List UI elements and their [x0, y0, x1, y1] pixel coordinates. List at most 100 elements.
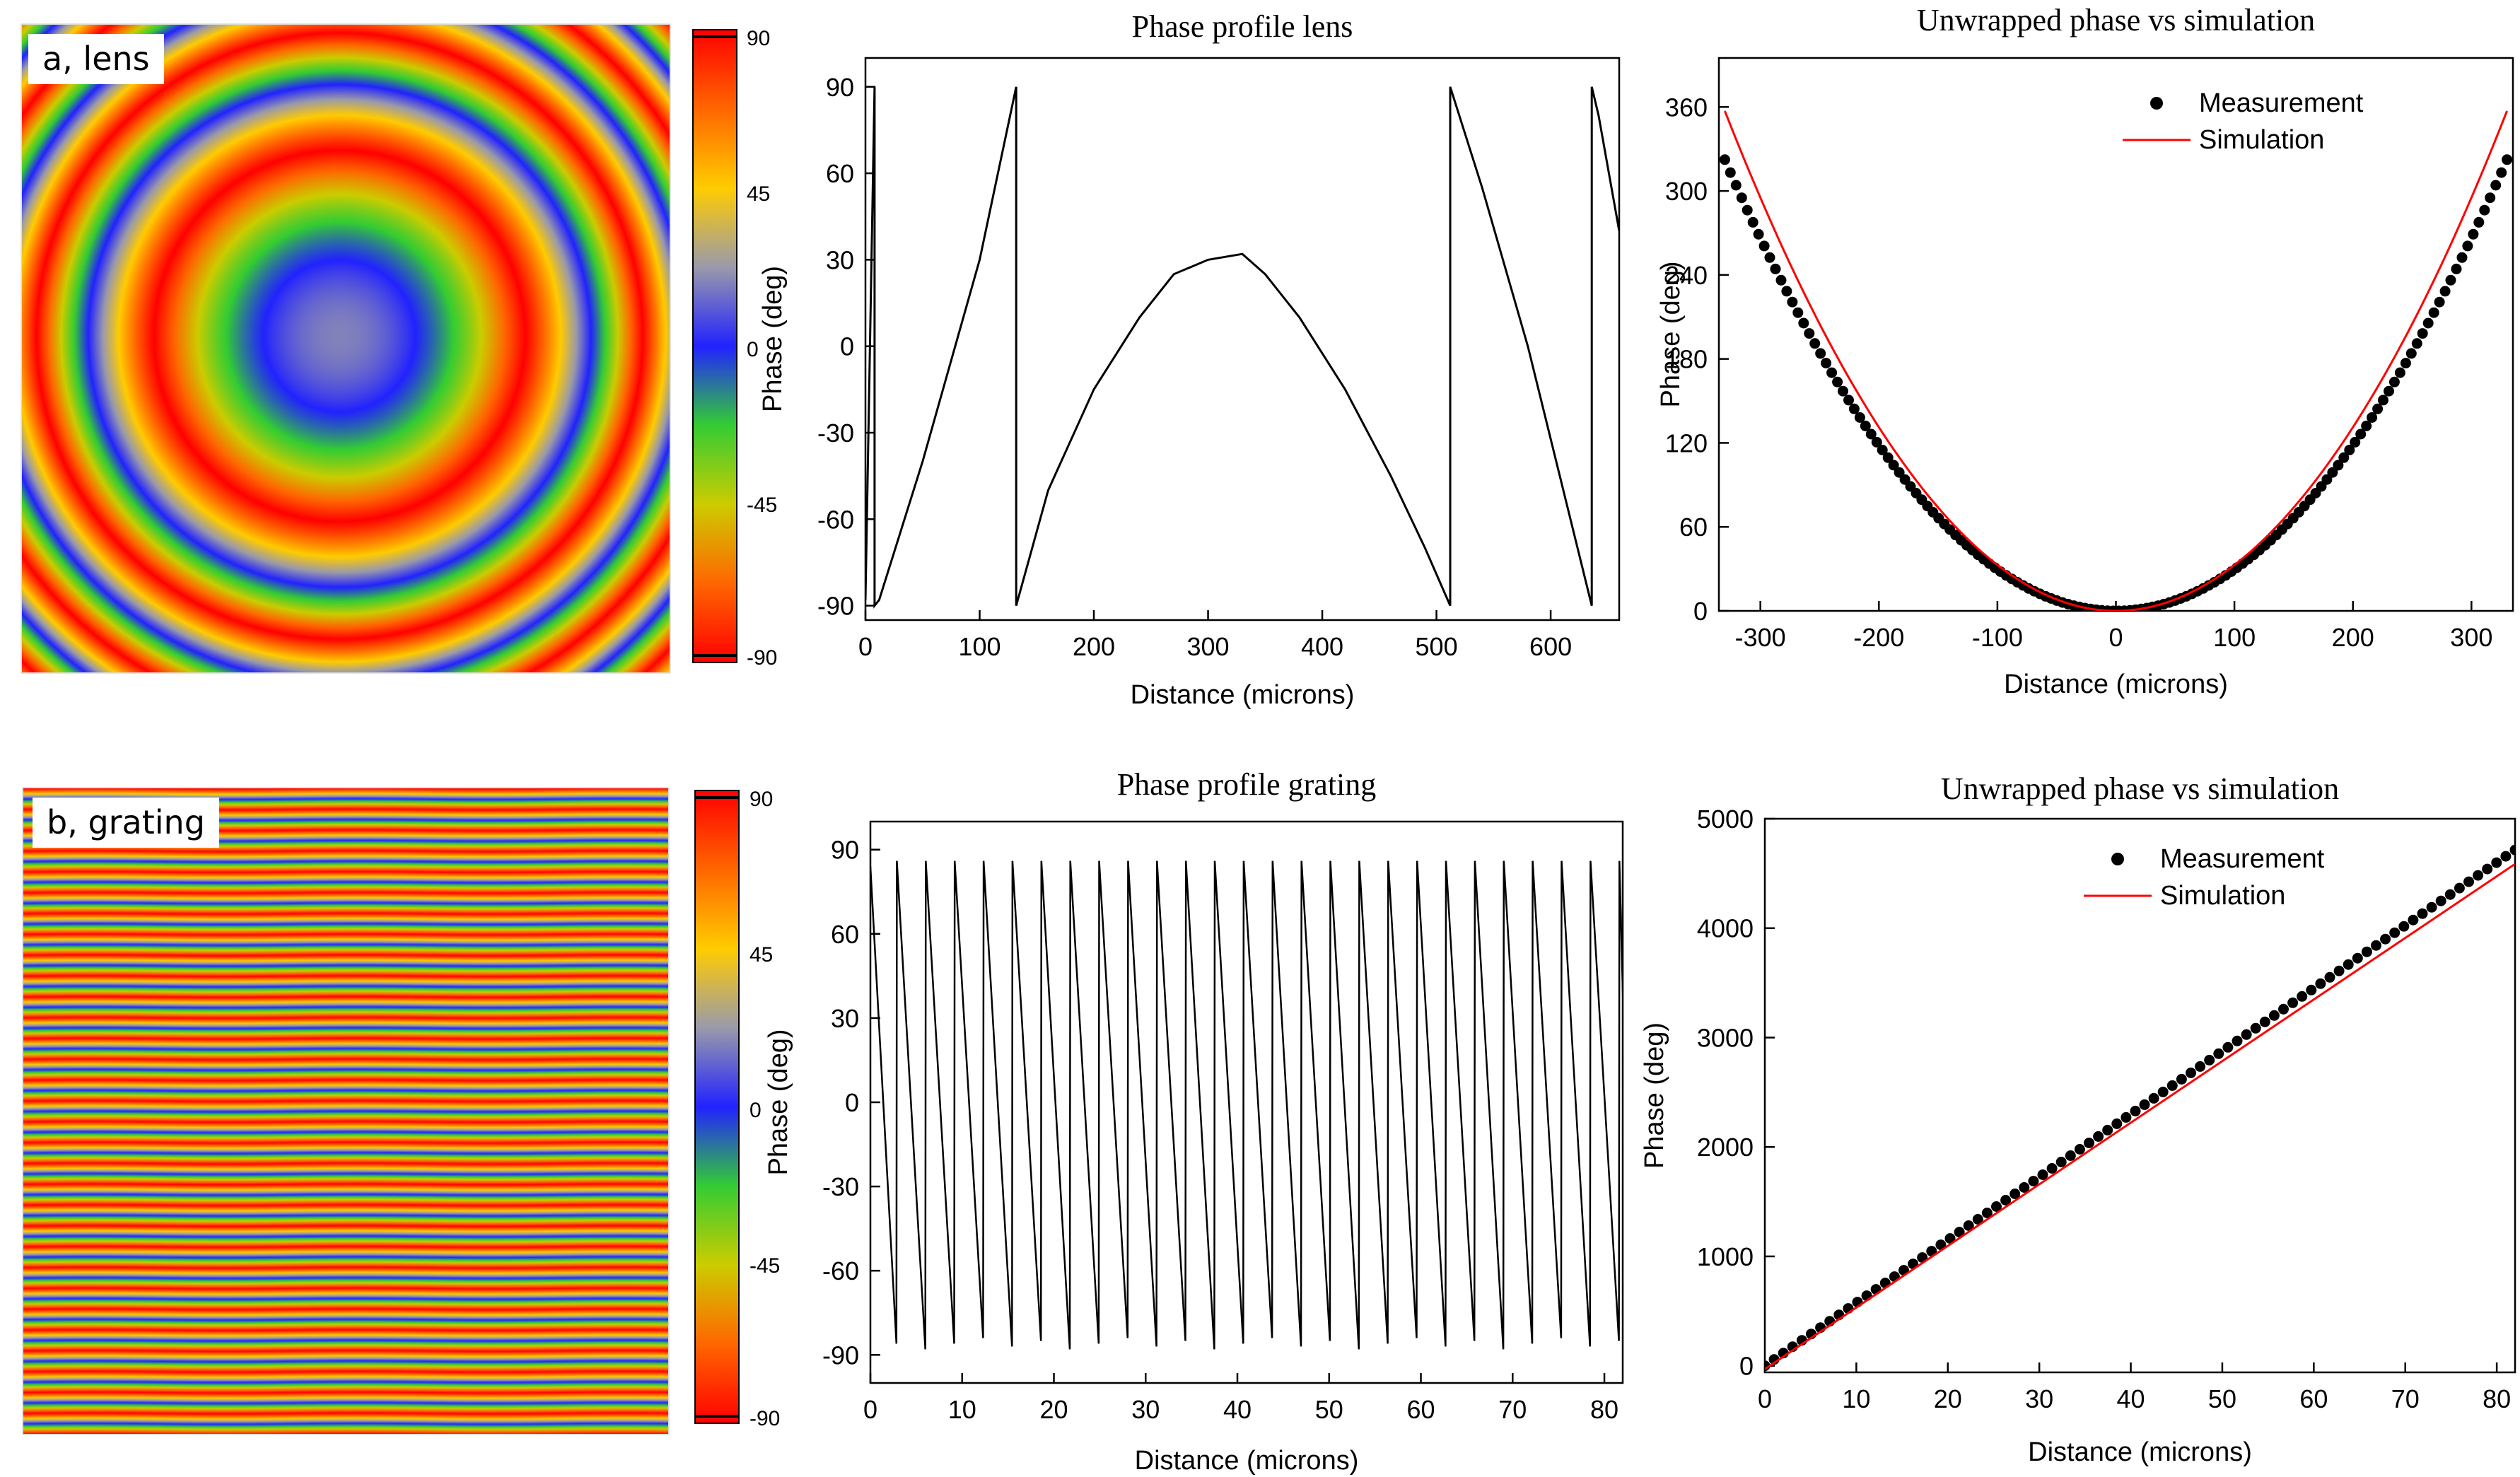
- panel-a-label: a, lens: [28, 34, 164, 84]
- grating-phase-profile-ytick-label: -30: [822, 1172, 859, 1201]
- grating-phasemap: [23, 788, 668, 1434]
- grating-phase-profile-chart: 0 10 20 30 40 50 60 70 80 -90 -60 -30 0 30 60 90 Phase p…: [764, 767, 1624, 1476]
- lens-phase-profile-ytick-label: 90: [826, 73, 854, 102]
- lens-unwrapped-ytick-label: 0: [1693, 597, 1708, 626]
- grating-unwrapped-xtick-label: 40: [2117, 1384, 2145, 1413]
- lens-colorbar: [692, 29, 737, 663]
- grating-unwrapped-measurement-point: [2176, 1073, 2187, 1085]
- lens-unwrapped-measurement-point: [1742, 204, 1753, 216]
- lens-unwrapped-measurement-point: [1792, 307, 1804, 318]
- lens-unwrapped-measurement-point: [1736, 192, 1747, 204]
- lens-phase-profile-ytick-label: -90: [817, 592, 854, 621]
- grating-unwrapped-ytick-label: 2000: [1697, 1133, 1754, 1162]
- grating-phase-profile-xtick-label: 40: [1223, 1395, 1252, 1424]
- lens-unwrapped-data-area: [1719, 110, 2513, 611]
- lens-unwrapped-ytick-label: 60: [1679, 513, 1708, 542]
- lens-unwrapped-measurement-point: [2496, 167, 2507, 178]
- lens-unwrapped-measurement-point: [1832, 376, 1843, 387]
- lens-unwrapped-measurement-point: [1848, 403, 1860, 414]
- grating-unwrapped-measurement-point: [2111, 1118, 2123, 1129]
- lens-colorbar-tick-45: 45: [747, 182, 770, 206]
- grating-unwrapped-measurement-point: [2121, 1111, 2132, 1123]
- grating-unwrapped-measurement-point: [2148, 1092, 2159, 1104]
- grating-phase-profile-ylabel: Phase (deg): [764, 1029, 793, 1175]
- grating-unwrapped-measurement-point: [2259, 1016, 2270, 1027]
- lens-unwrapped-measurement-point: [2473, 216, 2485, 228]
- grating-phase-profile-xtick-label: 50: [1315, 1395, 1343, 1424]
- grating-colorbar-tick-neg45: -45: [749, 1254, 780, 1278]
- lens-unwrapped-ytick-label: 120: [1665, 428, 1708, 457]
- lens-phase-profile-xtick-label: 400: [1301, 632, 1343, 661]
- grating-unwrapped-xtick-label: 30: [2025, 1384, 2053, 1413]
- grating-unwrapped-measurement-point: [2130, 1105, 2141, 1116]
- lens-unwrapped-ytick-label: 180: [1665, 345, 1708, 374]
- grating-unwrapped-measurement-point: [2500, 851, 2512, 862]
- grating-unwrapped-measurement-point: [2343, 959, 2354, 970]
- grating-phase-profile-xtick-label: 20: [1039, 1395, 1068, 1424]
- grating-unwrapped-measurement-point: [2398, 921, 2410, 932]
- grating-unwrapped-measurement-point: [2463, 876, 2474, 887]
- grating-unwrapped-measurement-point: [2361, 946, 2372, 957]
- grating-unwrapped-measurement-point: [2028, 1176, 2039, 1186]
- grating-unwrapped-measurement-point: [2324, 971, 2335, 983]
- grating-unwrapped-measurement-point: [2102, 1124, 2113, 1136]
- grating-unwrapped-measurement-point: [2287, 997, 2299, 1008]
- grating-colorbar: [694, 790, 740, 1424]
- grating-unwrapped-measurement-point: [2408, 914, 2419, 926]
- lens-unwrapped-legend-label: Measurement: [2199, 88, 2364, 118]
- lens-unwrapped-ylabel: Phase (deg): [1656, 261, 1686, 407]
- lens-unwrapped-measurement-point: [1815, 348, 1826, 359]
- grating-unwrapped-measurement-point: [2352, 952, 2363, 964]
- lens-unwrapped-measurement-point: [1809, 338, 1821, 349]
- grating-unwrapped-xtick-label: 10: [1842, 1384, 1870, 1413]
- lens-unwrapped-measurement-point: [2445, 274, 2456, 286]
- lens-unwrapped-measurement-point: [2355, 428, 2367, 440]
- grating-unwrapped-xtick-label: 0: [1758, 1384, 1772, 1413]
- grating-unwrapped-measurement-point: [2166, 1080, 2178, 1091]
- lens-unwrapped-measurement-point: [2405, 348, 2417, 359]
- lens-unwrapped-measurement-point: [2388, 376, 2400, 387]
- grating-phase-profile-ytick-label: -90: [822, 1341, 859, 1370]
- grating-unwrapped-measurement-point: [1972, 1214, 1983, 1225]
- grating-unwrapped-measurement-point: [2473, 870, 2484, 881]
- lens-unwrapped-measurement-point: [2451, 263, 2462, 274]
- lens-phase-profile-ytick-label: 30: [826, 245, 854, 274]
- lens-phase-profile-title: Phase profile lens: [1132, 9, 1353, 44]
- lens-unwrapped-measurement-point: [1821, 358, 1832, 369]
- grating-unwrapped-measurement-point: [2297, 991, 2308, 1002]
- lens-unwrapped-legend-label: Simulation: [2199, 125, 2324, 155]
- grating-unwrapped-ytick-label: 0: [1739, 1352, 1754, 1381]
- grating-unwrapped-measurement-point: [1981, 1208, 1993, 1218]
- lens-phase-profile-xtick-label: 300: [1187, 632, 1230, 661]
- grating-unwrapped-measurement-point: [2315, 978, 2326, 989]
- grating-unwrapped-measurement-point: [2444, 889, 2456, 900]
- grating-unwrapped-chart: 0 10 20 30 40 50 60 70 80 0 1000 2000 3000 4000 5000 Un…: [1640, 771, 2516, 1467]
- panel-b: 90 45 0 -45 -90: [22, 787, 780, 1435]
- grating-unwrapped-measurement-point: [2037, 1169, 2048, 1180]
- grating-unwrapped-measurement-point: [2055, 1157, 2067, 1167]
- grating-unwrapped-title: Unwrapped phase vs simulation: [1941, 771, 2339, 806]
- grating-unwrapped-simulation-line: [1765, 863, 2515, 1370]
- grating-colorbar-tick-0: 0: [749, 1099, 762, 1122]
- lens-unwrapped-measurement-point: [2384, 385, 2394, 397]
- grating-unwrapped-measurement-point: [2204, 1054, 2215, 1066]
- lens-phase-profile-data-area: [865, 86, 1619, 609]
- grating-unwrapped-measurement-point: [2065, 1150, 2076, 1161]
- lens-unwrapped-measurement-point: [2350, 436, 2361, 448]
- lens-unwrapped-measurement-point: [2333, 460, 2344, 471]
- lens-phase-profile-ytick-label: -60: [817, 505, 854, 534]
- grating-phase-profile-xtick-label: 60: [1407, 1395, 1435, 1424]
- grating-phase-profile-xtick-label: 70: [1498, 1395, 1527, 1424]
- lens-unwrapped-xtick-label: 100: [2213, 623, 2256, 652]
- lens-phase-profile-ytick-label: -30: [817, 419, 854, 448]
- grating-unwrapped-measurement-point: [2380, 933, 2391, 945]
- lens-phase-profile-xtick-label: 600: [1529, 632, 1572, 661]
- grating-unwrapped-measurement-point: [2009, 1189, 2021, 1199]
- lens-unwrapped-measurement-point: [1894, 467, 1905, 478]
- lens-unwrapped-measurement-point: [1770, 263, 1781, 274]
- lens-unwrapped-xlabel: Distance (microns): [2004, 670, 2228, 699]
- lens-unwrapped-measurement-point: [2338, 452, 2350, 463]
- lens-unwrapped-measurement-point: [2344, 445, 2355, 455]
- grating-unwrapped-measurement-point: [2250, 1022, 2261, 1034]
